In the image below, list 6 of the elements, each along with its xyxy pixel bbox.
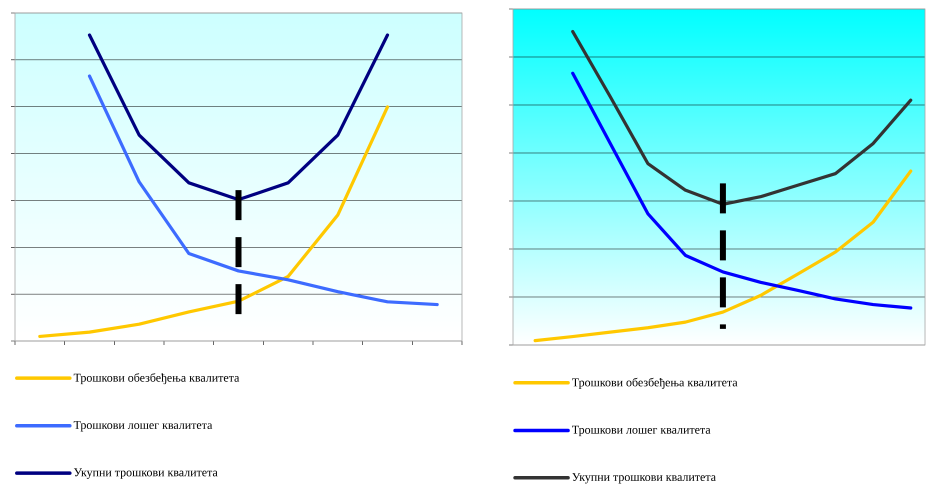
legend-label: Трошкови обезбеђења квалитета — [572, 378, 738, 389]
legend-label: Укупни трошкови квалитета — [572, 473, 716, 484]
legend-label: Трошкови обезбеђења квалитета — [74, 373, 240, 384]
legend-label: Трошкови лошег квалитета — [74, 421, 212, 432]
legend-label: Трошкови лошег квалитета — [572, 426, 710, 436]
legend-label: Укупни трошкови квалитета — [74, 468, 218, 479]
